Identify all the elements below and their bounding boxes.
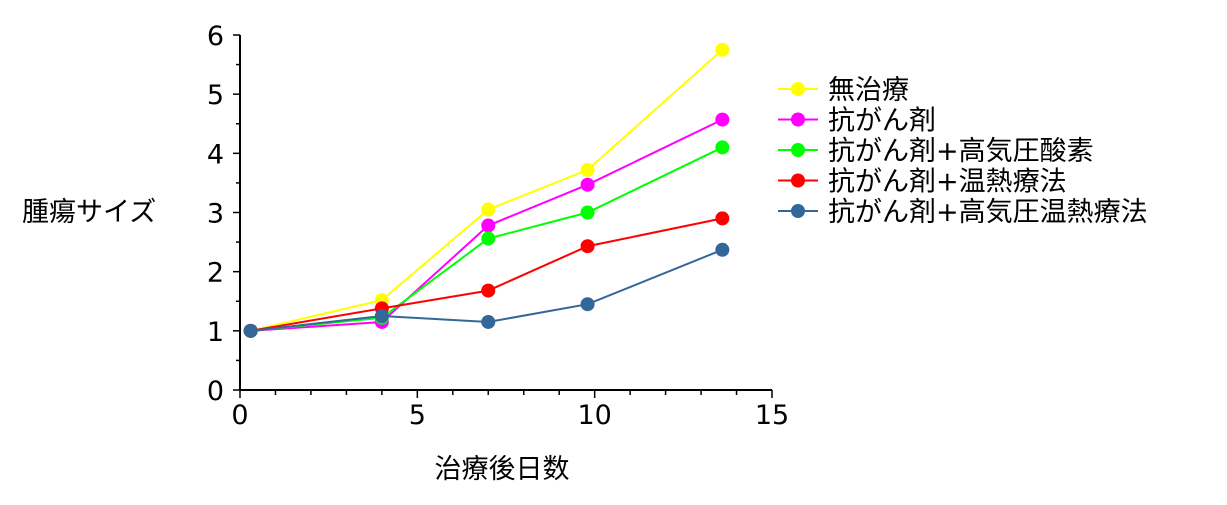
data-point — [715, 42, 730, 57]
data-point — [243, 323, 258, 338]
legend-label: 抗がん剤+高気圧温熱療法 — [828, 197, 1148, 228]
x-tick-label: 0 — [231, 400, 248, 431]
series-3 — [243, 140, 730, 338]
data-point — [580, 205, 595, 220]
y-axis-title: 腫瘍サイズ — [22, 197, 156, 228]
legend-item: 無治療 — [778, 75, 909, 106]
data-point — [374, 309, 389, 324]
legend-label: 抗がん剤+高気圧酸素 — [828, 136, 1094, 167]
data-point — [580, 177, 595, 192]
data-point — [481, 218, 496, 233]
y-tick-label: 3 — [207, 199, 224, 230]
series-layer — [243, 42, 730, 338]
axes: 0 1 2 3 4 5 6 0 5 10 15 — [207, 21, 789, 431]
y-tick-label: 0 — [207, 376, 224, 407]
y-tick-label: 2 — [207, 258, 224, 289]
series-2 — [243, 112, 730, 338]
data-point — [481, 231, 496, 246]
legend-label: 抗がん剤+温熱療法 — [828, 167, 1067, 198]
legend-marker — [791, 173, 805, 188]
y-tick-label: 4 — [207, 139, 224, 170]
data-point — [715, 211, 730, 226]
legend-item: 抗がん剤 — [778, 106, 936, 137]
data-point — [715, 242, 730, 257]
data-point — [715, 140, 730, 155]
legend-label: 無治療 — [828, 75, 909, 106]
legend-marker — [791, 143, 805, 157]
data-point — [715, 112, 730, 127]
y-tick-label: 5 — [207, 80, 224, 111]
data-point — [580, 162, 595, 177]
y-tick-label: 1 — [207, 317, 224, 348]
y-tick-label: 6 — [207, 21, 224, 52]
data-point — [481, 202, 496, 217]
x-tick-label: 10 — [577, 400, 611, 431]
legend-marker — [791, 82, 805, 96]
series-5 — [243, 242, 730, 338]
legend-marker — [791, 112, 805, 127]
x-tick-label: 5 — [409, 400, 426, 431]
data-point — [580, 239, 595, 254]
data-point — [481, 283, 496, 298]
x-axis-title: 治療後日数 — [435, 454, 570, 485]
legend-item: 抗がん剤+温熱療法 — [778, 167, 1067, 198]
data-point — [580, 297, 595, 312]
legend-label: 抗がん剤 — [828, 106, 936, 137]
x-tick-label: 15 — [755, 400, 789, 431]
legend-item: 抗がん剤+高気圧温熱療法 — [778, 197, 1148, 228]
legend-item: 抗がん剤+高気圧酸素 — [778, 136, 1094, 167]
legend-marker — [791, 204, 805, 218]
data-point — [481, 314, 496, 329]
